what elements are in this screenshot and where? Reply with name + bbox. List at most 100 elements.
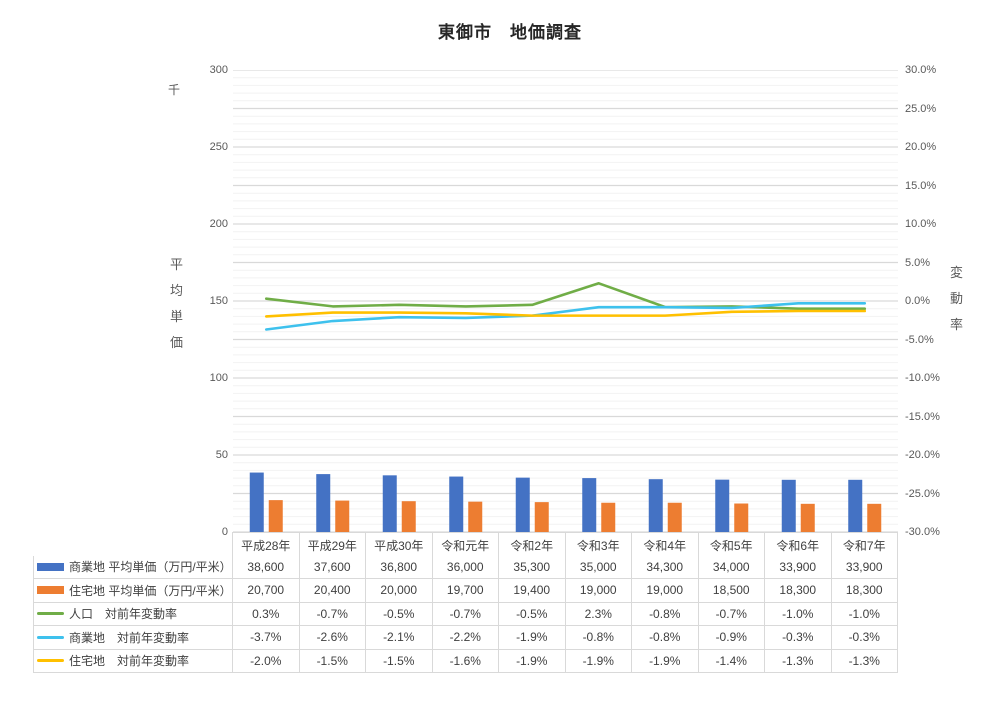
right-axis-tick-label: -15.0% <box>905 410 940 423</box>
right-axis-tick-label: -10.0% <box>905 372 940 384</box>
bar-commercial-price <box>781 479 796 532</box>
table-value-cell: -1.9% <box>499 649 566 673</box>
right-axis-tick-label: 15.0% <box>905 179 937 192</box>
right-axis-tick-label: 25.0% <box>905 102 937 115</box>
table-value-cell: -0.3% <box>765 626 832 650</box>
bar-residential-price <box>734 503 749 532</box>
left-axis-title: 平均単価 <box>169 257 183 350</box>
bar-residential-price <box>401 501 416 532</box>
bar-commercial-price <box>515 477 530 532</box>
table-value-cell: -0.8% <box>632 602 699 626</box>
table-value-cell: 35,000 <box>565 555 632 579</box>
table-value-cell: -1.5% <box>299 649 366 673</box>
table-value-cell: -1.9% <box>565 649 632 673</box>
left-axis-tick-label: 0 <box>221 526 228 538</box>
bar-commercial-price <box>382 475 397 532</box>
table-value-cell: -3.7% <box>233 626 300 650</box>
table-year-header: 平成30年 <box>366 532 433 558</box>
table-value-cell: -0.7% <box>698 602 765 626</box>
table-value-cell: 34,000 <box>698 555 765 579</box>
table-value-cell: -0.9% <box>698 626 765 650</box>
table-value-cell: 18,300 <box>831 579 898 603</box>
table-value-cell: 37,600 <box>299 555 366 579</box>
bar-residential-price <box>867 503 882 532</box>
table-value-cell: -1.4% <box>698 649 765 673</box>
table-value-cell: 18,500 <box>698 579 765 603</box>
right-axis-title: 変動率 <box>949 265 963 332</box>
bar-residential-price <box>601 502 616 532</box>
table-value-cell: -2.1% <box>366 626 433 650</box>
table-value-cell: -1.9% <box>632 649 699 673</box>
table-year-header: 平成28年 <box>233 532 300 558</box>
bar-residential-price <box>335 500 350 532</box>
left-axis-tick-label: 100 <box>209 372 228 384</box>
table-value-cell: 33,900 <box>831 555 898 579</box>
right-axis-tick-label: -25.0% <box>905 487 940 500</box>
right-axis-tick-label: -30.0% <box>905 526 940 538</box>
table-value-cell: 19,000 <box>632 579 699 603</box>
table-value-cell: -0.5% <box>499 602 566 626</box>
table-value-cell: -2.6% <box>299 626 366 650</box>
bar-commercial-price <box>249 472 264 532</box>
table-value-cell: -0.3% <box>831 626 898 650</box>
table-value-cell: -0.5% <box>366 602 433 626</box>
legend-bar-marker <box>37 586 64 595</box>
table-value-cell: 34,300 <box>632 555 699 579</box>
series-name-label: 住宅地 平均単価（万円/平米） <box>69 583 232 598</box>
table-row-label: 人口 対前年変動率 <box>33 602 233 626</box>
table-year-header: 令和6年 <box>765 532 832 558</box>
table-value-cell: 20,000 <box>366 579 433 603</box>
table-value-cell: 19,400 <box>499 579 566 603</box>
legend-line-marker <box>37 659 64 663</box>
right-axis-tick-label: -20.0% <box>905 449 940 461</box>
left-axis-tick-label: 250 <box>209 141 228 153</box>
table-row-label: 住宅地 対前年変動率 <box>33 649 233 673</box>
legend-line-marker <box>37 635 64 639</box>
bar-residential-price <box>468 501 483 532</box>
line-population-change <box>264 281 867 310</box>
table-corner-cell <box>33 532 233 558</box>
table-year-header: 令和5年 <box>698 532 765 558</box>
bar-residential-price <box>534 502 549 532</box>
table-year-header: 令和元年 <box>432 532 499 558</box>
bar-commercial-price <box>316 474 331 532</box>
table-year-header: 令和4年 <box>632 532 699 558</box>
table-year-header: 令和3年 <box>565 532 632 558</box>
line-residential-change <box>264 309 867 318</box>
table-row-label: 商業地 平均単価（万円/平米） <box>33 555 233 579</box>
table-value-cell: -1.3% <box>765 649 832 673</box>
table-year-header: 令和7年 <box>831 532 898 558</box>
table-value-cell: 20,700 <box>233 579 300 603</box>
right-axis-tick-label: -5.0% <box>905 333 934 346</box>
series-name-label: 商業地 対前年変動率 <box>69 630 190 645</box>
table-value-cell: 0.3% <box>233 602 300 626</box>
right-axis-tick-label: 30.0% <box>905 64 937 76</box>
table-value-cell: 36,000 <box>432 555 499 579</box>
bar-commercial-price <box>449 476 464 532</box>
table-value-cell: -1.6% <box>432 649 499 673</box>
table-value-cell: -0.7% <box>299 602 366 626</box>
table-value-cell: -0.8% <box>565 626 632 650</box>
chart-title: 東御市 地価調査 <box>438 23 582 42</box>
left-axis-tick-label: 300 <box>209 64 228 76</box>
plot-area <box>233 70 898 532</box>
bar-residential-price <box>667 502 682 532</box>
left-axis-unit-label: 千 <box>168 83 181 97</box>
series-name-label: 人口 対前年変動率 <box>69 607 178 622</box>
table-value-cell: -1.0% <box>831 602 898 626</box>
line-commercial-change <box>264 302 867 331</box>
table-value-cell: 35,300 <box>499 555 566 579</box>
bar-commercial-price <box>848 479 863 532</box>
table-year-header: 平成29年 <box>299 532 366 558</box>
table-value-cell: 20,400 <box>299 579 366 603</box>
table-value-cell: 33,900 <box>765 555 832 579</box>
table-value-cell: -1.9% <box>499 626 566 650</box>
left-axis-tick-label: 50 <box>215 449 228 461</box>
bar-commercial-price <box>715 479 730 532</box>
bar-residential-price <box>800 503 815 532</box>
table-value-cell: 36,800 <box>366 555 433 579</box>
left-axis-tick-label: 200 <box>209 218 228 230</box>
table-value-cell: -1.3% <box>831 649 898 673</box>
series-name-label: 商業地 平均単価（万円/平米） <box>69 560 232 575</box>
